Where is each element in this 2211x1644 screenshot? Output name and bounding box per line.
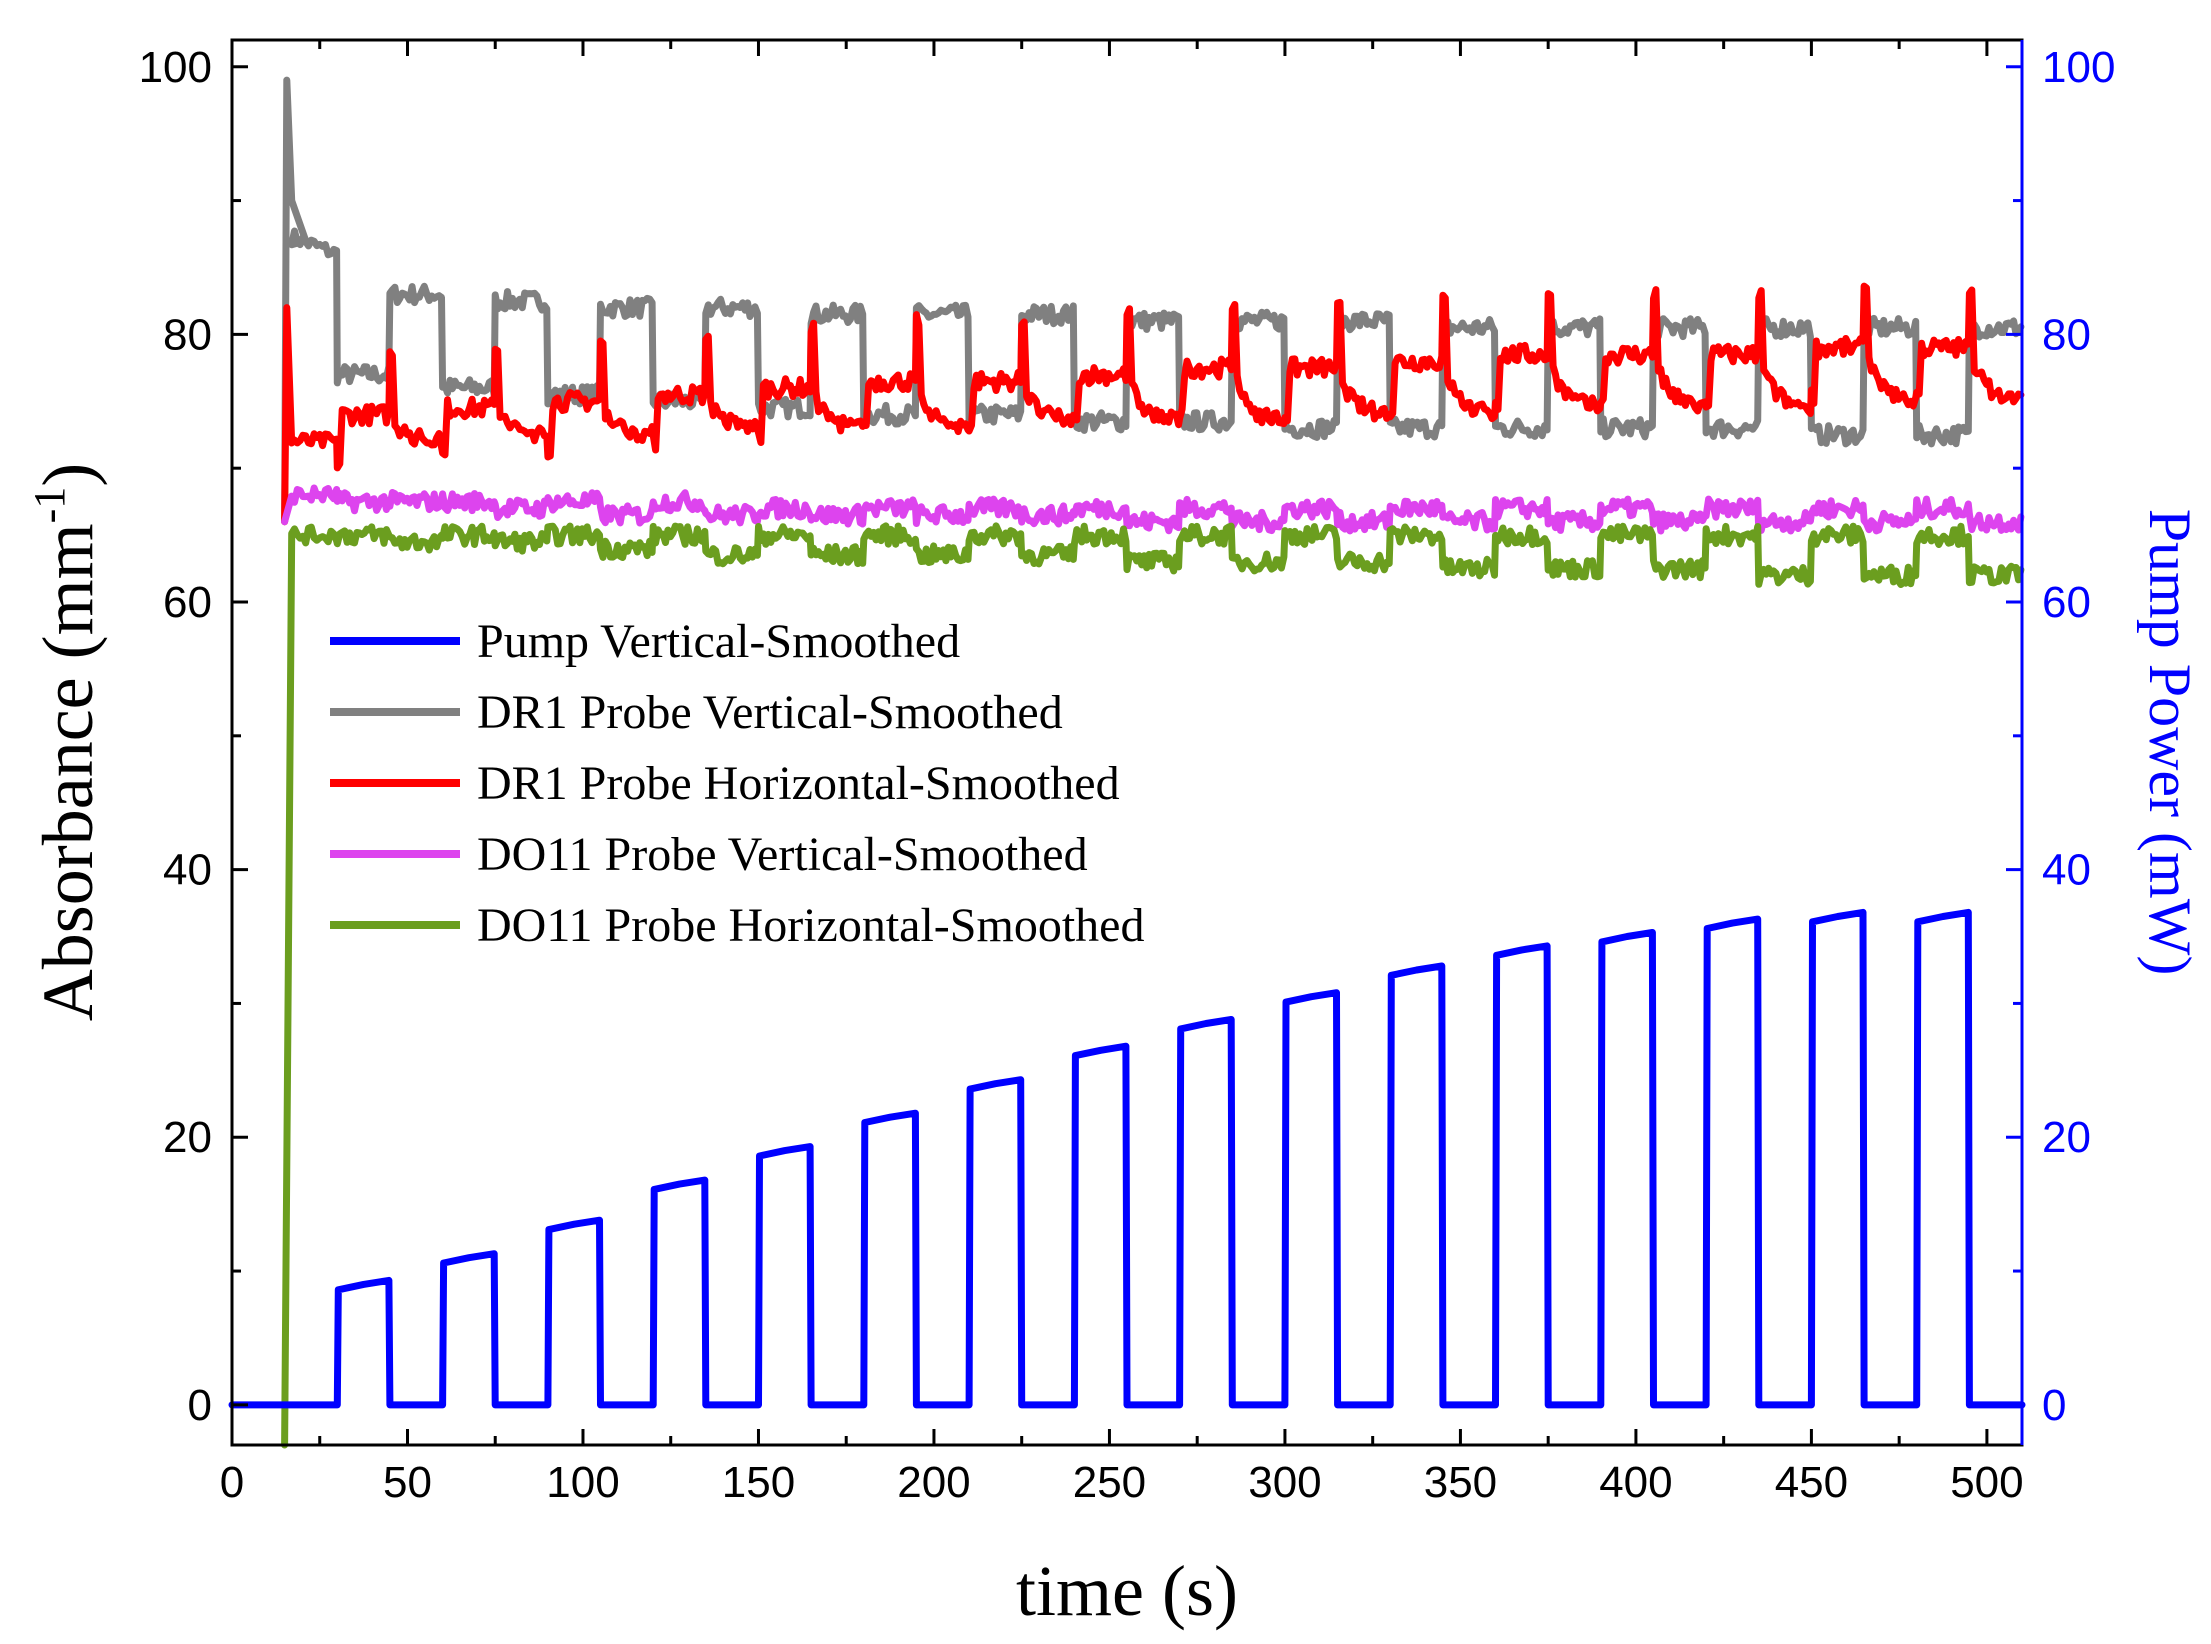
x-tick-label: 250 (1073, 1458, 1146, 1507)
x-axis-title: time (s) (1016, 1551, 1238, 1631)
legend-label: DO11 Probe Horizontal-Smoothed (477, 899, 1144, 952)
y-axis-title-superscript: -1 (25, 487, 74, 524)
series-pump-vertical-smoothed (228, 908, 2026, 1409)
y-axis-title-close: ) (28, 463, 108, 487)
y2-axis-title: Pump Power (mW) (2137, 509, 2203, 976)
series-do11-probe-vertical-smoothed (281, 484, 2025, 535)
x-axis: 0 50 100 150 200 250 300 350 400 450 500 (220, 40, 2024, 1507)
x-tick-label: 400 (1599, 1458, 1672, 1507)
y2-tick-label: 100 (2042, 43, 2115, 92)
y-tick-label: 80 (163, 310, 212, 359)
legend: Pump Vertical-Smoothed DR1 Probe Vertical… (330, 615, 1144, 952)
x-tick-label: 450 (1775, 1458, 1848, 1507)
series-do11-probe-horizontal-smoothed (281, 522, 2025, 1449)
y2-axis: 0 20 40 60 80 100 (2006, 43, 2115, 1430)
x-tick-label: 300 (1248, 1458, 1321, 1507)
y-tick-label: 40 (163, 846, 212, 895)
x-tick-label: 0 (220, 1458, 244, 1507)
legend-label: DR1 Probe Horizontal-Smoothed (477, 757, 1120, 810)
y2-tick-label: 0 (2042, 1381, 2066, 1430)
legend-label: DO11 Probe Vertical-Smoothed (477, 828, 1088, 881)
x-tick-label: 150 (722, 1458, 795, 1507)
x-tick-label: 200 (897, 1458, 970, 1507)
y2-tick-label: 40 (2042, 846, 2091, 895)
x-tick-label: 350 (1424, 1458, 1497, 1507)
legend-label: Pump Vertical-Smoothed (477, 615, 960, 668)
y-tick-label: 0 (188, 1381, 212, 1430)
y-axis: 0 20 40 60 80 100 (139, 43, 248, 1430)
y2-tick-label: 20 (2042, 1113, 2091, 1162)
y-axis-title-main: Absorbance (mm (28, 523, 108, 1021)
x-tick-label: 100 (546, 1458, 619, 1507)
legend-label: DR1 Probe Vertical-Smoothed (477, 686, 1063, 739)
plot-series (228, 76, 2026, 1449)
y-axis-title: Absorbance (mm-1) (25, 463, 108, 1022)
y-tick-label: 100 (139, 43, 212, 92)
y-tick-label: 60 (163, 578, 212, 627)
series-dr1-probe-horizontal-smoothed (281, 282, 2025, 526)
x-tick-label: 500 (1950, 1458, 2023, 1507)
y2-tick-label: 80 (2042, 310, 2091, 359)
x-tick-label: 50 (383, 1458, 432, 1507)
y-tick-label: 20 (163, 1113, 212, 1162)
y2-tick-label: 60 (2042, 578, 2091, 627)
